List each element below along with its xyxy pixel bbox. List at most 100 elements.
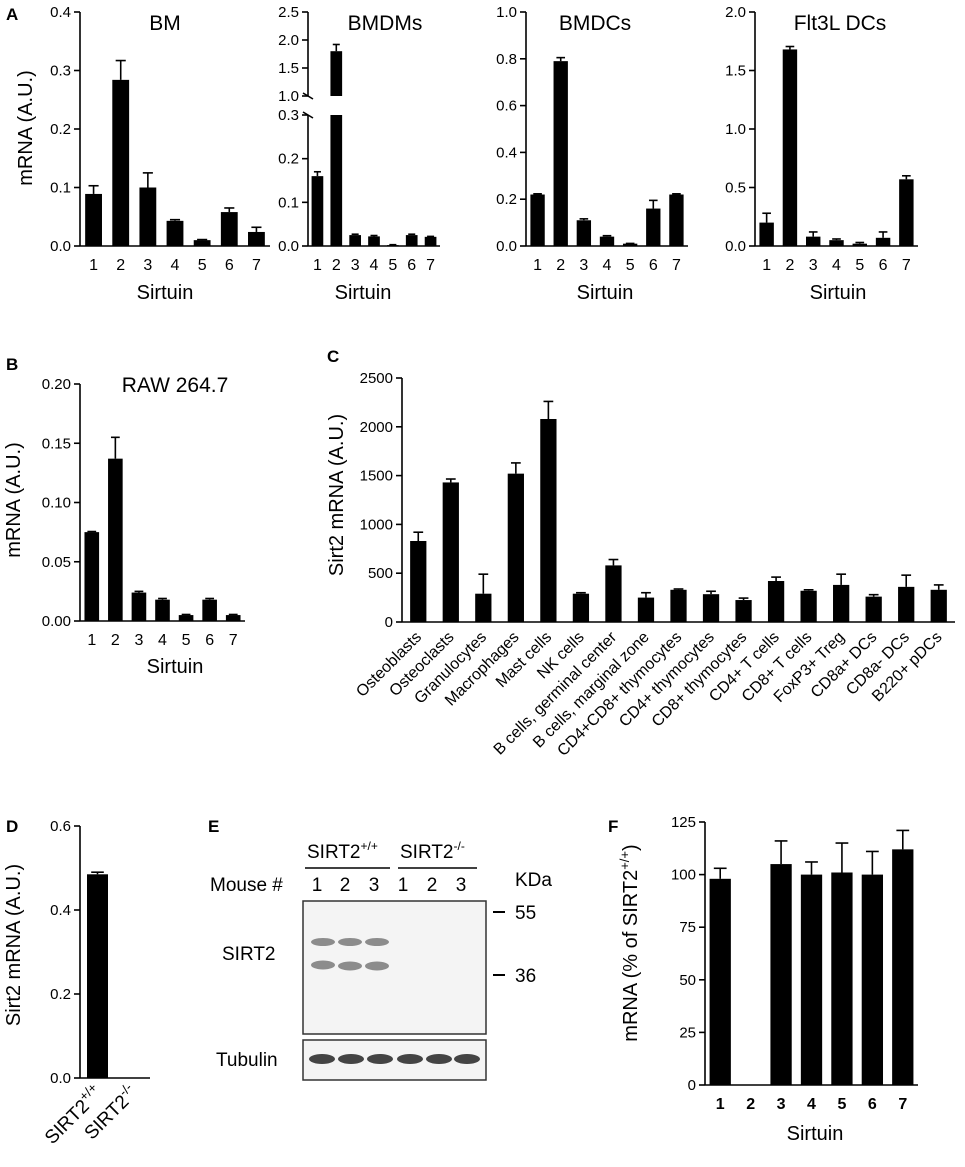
y-tick-label: 0.00: [42, 613, 71, 630]
x-tick-label: 6: [879, 257, 888, 274]
bar: [898, 586, 915, 622]
bar: [670, 589, 687, 622]
bar: [899, 179, 914, 246]
x-tick-label: 3: [134, 632, 143, 649]
x-tick-label: 1: [87, 632, 96, 649]
bar: [225, 615, 241, 621]
bar: [770, 864, 792, 1085]
y-tick-label: 0.2: [496, 191, 517, 208]
bar: [829, 240, 844, 246]
y-tick-label: 0.1: [50, 180, 71, 197]
tubulin-band: [367, 1054, 393, 1064]
y-tick-label: 1.0: [496, 4, 517, 21]
x-tick-label: 6: [868, 1096, 877, 1113]
lane-label: 3: [456, 875, 467, 896]
bar: [800, 590, 817, 622]
y-tick-label: 75: [679, 919, 696, 936]
chart-bmdcs: BMDCs 0.0 0.2 0.4 0.6 0.8 1.0 1 2 3 4 5 6 7 Sirtuin: [496, 4, 688, 304]
x-axis-title-flt3l-dcs: Sirtuin: [810, 282, 867, 304]
x-tick-label: 4: [158, 632, 167, 649]
y-tick-label: 0.8: [496, 51, 517, 68]
mouse-number-label: Mouse #: [210, 875, 283, 896]
x-tick-label: 6: [225, 257, 234, 274]
x-tick-label: 1: [762, 257, 771, 274]
bar: [139, 187, 157, 246]
chart-title-flt3l-dcs: Flt3L DCs: [794, 12, 887, 35]
bar: [530, 194, 545, 246]
y-tick-label: 0.0: [50, 1070, 71, 1087]
x-tick-label: 5: [198, 257, 207, 274]
sirt2-band: [311, 960, 335, 970]
x-axis-title-bmdcs: Sirtuin: [577, 282, 634, 304]
sirt2-row-label: SIRT2: [222, 944, 276, 965]
bar: [831, 872, 853, 1085]
western-blot: E SIRT2+/+ SIRT2-/- Mouse # 1 2 3 1 2 3 …: [208, 817, 552, 1081]
y-tick-label: 0.0: [50, 238, 71, 255]
x-tick-label: 4: [370, 257, 379, 274]
y-axis-title-percent: mRNA (% of SIRT2+/+): [617, 844, 642, 1041]
group-label-wt: SIRT2+/+: [307, 839, 378, 863]
x-tick-label: 1: [89, 257, 98, 274]
bar: [475, 593, 492, 622]
tubulin-band: [454, 1054, 480, 1064]
y-tick-label: 0.5: [725, 180, 746, 197]
x-axis-title-bmdms: Sirtuin: [335, 282, 392, 304]
x-tick-label: 3: [777, 1096, 786, 1113]
panel-label-a: A: [6, 5, 18, 24]
y-tick-label: 0.3: [278, 107, 299, 124]
x-axis-title-bm: Sirtuin: [137, 282, 194, 304]
bar: [349, 235, 361, 246]
tubulin-band: [309, 1054, 335, 1064]
y-tick-label: 1000: [360, 516, 393, 533]
tubulin-bands: [309, 1054, 480, 1064]
bar: [605, 565, 622, 622]
bar: [131, 592, 147, 621]
bar: [507, 473, 524, 622]
y-axis-title-sirt2: Sirt2 mRNA (A.U.): [326, 414, 348, 576]
bar: [424, 236, 437, 246]
x-tick-label: 7: [426, 257, 435, 274]
bar: [646, 208, 661, 246]
y-tick-label: 0: [688, 1077, 696, 1094]
bar: [442, 482, 459, 622]
y-tick-label: 25: [679, 1024, 696, 1041]
bar: [622, 243, 638, 246]
sirt2-band: [365, 961, 389, 971]
plot-area-bmdms: 0.0 0.1 0.2 0.3 1.0 1.5 2.0 2.5 1 2 3 4 5 6 7: [278, 4, 440, 274]
x-tick-label: 5: [855, 257, 864, 274]
y-tick-label: 0.6: [50, 818, 71, 835]
y-tick-label: 1.0: [725, 121, 746, 138]
bar: [108, 458, 123, 621]
y-axis-title-sirt2-genotype: Sirt2 mRNA (A.U.): [3, 864, 25, 1026]
y-tick-label: 0.4: [496, 144, 517, 161]
bar: [800, 874, 823, 1085]
y-axis-title-bm: mRNA (A.U.): [15, 70, 37, 186]
bar: [892, 849, 914, 1085]
bar: [311, 176, 324, 246]
sirt2-bands: [311, 938, 389, 971]
lane-label: 1: [312, 875, 323, 896]
x-tick-label: 4: [171, 257, 180, 274]
y-tick-label: 50: [679, 972, 696, 989]
tubulin-band: [338, 1054, 364, 1064]
plot-area-sirt2-cell-types: 05001000150020002500OsteoblastsOsteoclas…: [353, 370, 955, 760]
panel-label-d: D: [6, 817, 18, 836]
bar: [669, 194, 684, 246]
bar: [782, 49, 798, 246]
bar: [576, 220, 592, 246]
plot-area-bm: 0.0 0.1 0.2 0.3 0.4 1 2 3 4 5 6 7: [50, 4, 270, 274]
bar: [572, 593, 590, 622]
x-tick-label: 4: [807, 1096, 816, 1113]
bar: [767, 581, 785, 622]
chart-bm: BM mRNA (A.U.) 0.0 0.1 0.2 0.3 0.4 1 2 3 4 5 6 7 Si…: [15, 4, 270, 304]
bar: [84, 532, 100, 621]
y-tick-label: 2.0: [725, 4, 746, 21]
x-tick-label: 5: [837, 1096, 846, 1113]
y-tick-label: 125: [671, 814, 696, 831]
y-tick-label: 0.2: [278, 151, 299, 168]
bar: [861, 874, 884, 1085]
y-tick-label: 1.5: [278, 60, 299, 77]
y-tick-label: 2500: [360, 370, 393, 387]
bar: [368, 236, 380, 246]
